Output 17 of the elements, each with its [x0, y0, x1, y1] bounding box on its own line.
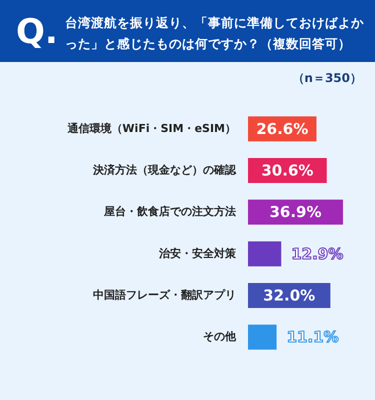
data-label: 26.6% — [256, 120, 308, 138]
data-label: 12.9% — [291, 244, 344, 263]
data-label: 11.1% — [286, 328, 339, 346]
y-tick-label: 決済方法（現金など）の確認 — [92, 164, 237, 176]
y-tick-label: 屋台・飲食店での注文方法 — [103, 205, 236, 218]
bar — [248, 324, 277, 350]
text: （n＝350） — [292, 71, 362, 85]
chart-title: 台湾渡航を振り返り、「事前に準備しておけばよかった」と感じたものは何ですか？（複数回答可） — [65, 15, 365, 51]
y-tick-label: 治安・安全対策 — [158, 246, 237, 260]
bar — [248, 241, 282, 266]
y-tick-label: その他 — [203, 330, 237, 344]
y-tick-label: 中国語フレーズ・翻訳アプリ — [93, 288, 236, 302]
y-tick-label: 通信環境（WiFi・SIM・eSIM） — [66, 122, 236, 135]
data-label: 30.6% — [261, 162, 314, 180]
text: Q. — [16, 12, 58, 52]
data-label: 36.9% — [269, 203, 322, 222]
data-label: 32.0% — [263, 286, 316, 304]
